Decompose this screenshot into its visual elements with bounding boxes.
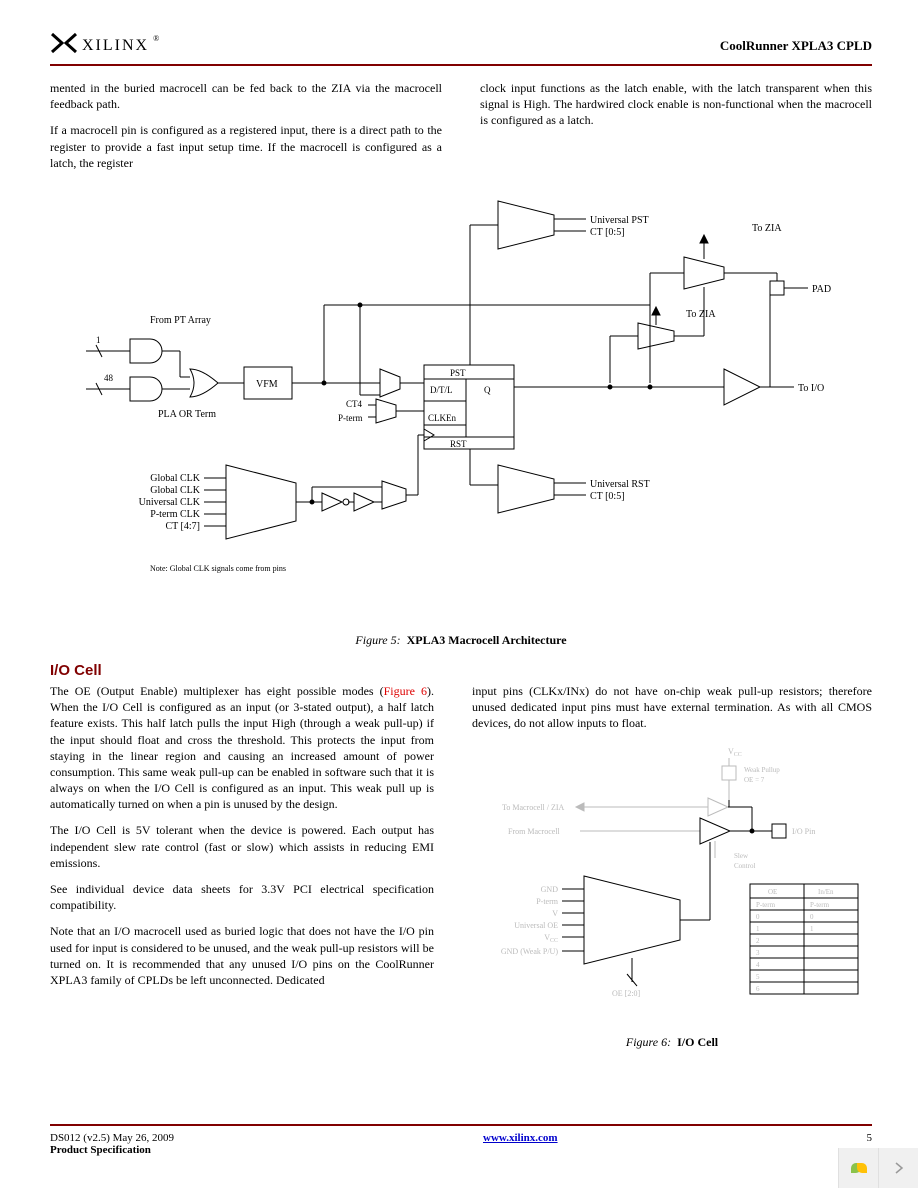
- svg-text:To Macrocell / ZIA: To Macrocell / ZIA: [502, 803, 565, 812]
- footer-docnum: DS012 (v2.5) May 26, 2009: [50, 1132, 174, 1144]
- svg-text:CLKEn: CLKEn: [428, 413, 456, 423]
- svg-text:VCC: VCC: [728, 747, 742, 758]
- svg-text:CT4: CT4: [346, 399, 363, 409]
- fig5-num: Figure 5:: [355, 633, 400, 647]
- next-page-button[interactable]: [878, 1148, 918, 1188]
- footer-left: DS012 (v2.5) May 26, 2009 Product Specif…: [50, 1132, 174, 1156]
- svg-text:2: 2: [756, 937, 760, 945]
- svg-text:1: 1: [96, 335, 101, 345]
- figure-5-svg: From PT Array 1 48 PLA OR Term VFM: [50, 181, 870, 621]
- svg-text:6: 6: [756, 985, 760, 993]
- svg-text:Universal CLK: Universal CLK: [139, 497, 201, 508]
- figure-5: From PT Array 1 48 PLA OR Term VFM: [50, 181, 872, 648]
- io-p1b: ). When the I/O Cell is configured as an…: [50, 684, 434, 811]
- svg-text:Universal RST: Universal RST: [590, 479, 650, 490]
- svg-text:To I/O: To I/O: [798, 383, 824, 394]
- registered-icon: ®: [153, 34, 159, 43]
- figure-6-link[interactable]: Figure 6: [384, 684, 427, 698]
- svg-text:CT [0:5]: CT [0:5]: [590, 491, 625, 502]
- svg-text:PAD: PAD: [812, 284, 831, 295]
- svg-text:OE = 7: OE = 7: [744, 776, 765, 784]
- svg-text:From Macrocell: From Macrocell: [508, 827, 561, 836]
- svg-text:Note: Global CLK signals come: Note: Global CLK signals come from pins: [150, 564, 286, 573]
- logo-x-icon: [50, 32, 78, 60]
- svg-text:GND (Weak P/U): GND (Weak P/U): [501, 947, 558, 956]
- svg-text:Universal PST: Universal PST: [590, 215, 649, 226]
- svg-text:In/En: In/En: [818, 888, 834, 896]
- figure-5-caption: Figure 5: XPLA3 Macrocell Architecture: [50, 633, 872, 648]
- svg-text:Global CLK: Global CLK: [150, 485, 200, 496]
- top-left-p2: If a macrocell pin is configured as a re…: [50, 122, 442, 171]
- svg-text:CT [0:5]: CT [0:5]: [590, 227, 625, 238]
- oe-table: OE In/En P-term P-term 0 0 1 1 2 3 4 5 6: [750, 884, 858, 994]
- svg-text:To ZIA: To ZIA: [686, 309, 716, 320]
- fig6-title: I/O Cell: [677, 1035, 718, 1049]
- svg-text:4: 4: [756, 961, 760, 969]
- svg-text:P-term: P-term: [756, 901, 776, 909]
- io-right-p1: input pins (CLKx/INx) do not have on-chi…: [472, 683, 872, 732]
- svg-text:1: 1: [810, 925, 814, 933]
- svg-text:P-term: P-term: [810, 901, 830, 909]
- svg-text:I/O Pin: I/O Pin: [792, 827, 815, 836]
- svg-text:48: 48: [104, 373, 114, 383]
- footer-link[interactable]: www.xilinx.com: [483, 1132, 558, 1156]
- svg-text:PST: PST: [450, 368, 466, 378]
- page-header: XILINX ® CoolRunner XPLA3 CPLD: [50, 32, 872, 66]
- svg-text:GND: GND: [541, 885, 559, 894]
- svg-text:V: V: [552, 909, 558, 918]
- svg-text:Control: Control: [734, 862, 755, 870]
- top-left-p1: mented in the buried macrocell can be fe…: [50, 80, 442, 112]
- floating-nav: [838, 1148, 918, 1188]
- svg-text:Q: Q: [484, 385, 491, 395]
- svg-text:To ZIA: To ZIA: [752, 223, 782, 234]
- svg-text:1: 1: [756, 925, 760, 933]
- top-right-p1: clock input functions as the latch enabl…: [480, 80, 872, 129]
- svg-text:3: 3: [756, 949, 760, 957]
- svg-text:P-term CLK: P-term CLK: [150, 509, 200, 520]
- chevron-right-icon: [893, 1162, 905, 1174]
- svg-text:CT [4:7]: CT [4:7]: [165, 521, 200, 532]
- figure-6: VCC Weak Pullup OE = 7 To Macrocell / ZI…: [472, 742, 872, 1050]
- svg-text:5: 5: [756, 973, 760, 981]
- figure-6-caption: Figure 6: I/O Cell: [472, 1034, 872, 1050]
- top-text-block: mented in the buried macrocell can be fe…: [50, 80, 872, 181]
- svg-text:From PT Array: From PT Array: [150, 315, 211, 326]
- io-left-p3: See individual device data sheets for 3.…: [50, 881, 434, 913]
- doc-title: CoolRunner XPLA3 CPLD: [720, 38, 872, 54]
- svg-text:Universal OE: Universal OE: [514, 921, 558, 930]
- io-left-p4: Note that an I/O macrocell used as burie…: [50, 923, 434, 988]
- logo-text: XILINX: [82, 37, 149, 55]
- io-p1a: The OE (Output Enable) multiplexer has e…: [50, 684, 384, 698]
- io-left-p2: The I/O Cell is 5V tolerant when the dev…: [50, 822, 434, 871]
- svg-text:0: 0: [810, 913, 814, 921]
- svg-text:VCC: VCC: [544, 933, 558, 944]
- page-footer: DS012 (v2.5) May 26, 2009 Product Specif…: [50, 1124, 872, 1156]
- svg-text:Slew: Slew: [734, 852, 749, 860]
- io-cell-heading: I/O Cell: [50, 662, 872, 679]
- fig5-title: XPLA3 Macrocell Architecture: [407, 633, 567, 647]
- svg-text:OE [2:0]: OE [2:0]: [612, 989, 641, 998]
- svg-text:0: 0: [756, 913, 760, 921]
- io-left-p1: The OE (Output Enable) multiplexer has e…: [50, 683, 434, 813]
- svg-text:VFM: VFM: [256, 379, 278, 390]
- svg-text:P-term: P-term: [536, 897, 559, 906]
- svg-text:Weak Pullup: Weak Pullup: [744, 766, 780, 774]
- svg-text:Global CLK: Global CLK: [150, 473, 200, 484]
- footer-spec: Product Specification: [50, 1144, 151, 1156]
- svg-text:D/T/L: D/T/L: [430, 385, 453, 395]
- io-cell-text: The OE (Output Enable) multiplexer has e…: [50, 683, 872, 1064]
- svg-text:P-term: P-term: [338, 413, 363, 423]
- logo: XILINX ®: [50, 32, 159, 60]
- figure-6-svg: VCC Weak Pullup OE = 7 To Macrocell / ZI…: [472, 742, 872, 1022]
- app-icon[interactable]: [838, 1148, 878, 1188]
- svg-text:OE: OE: [768, 888, 777, 896]
- fig6-num: Figure 6:: [626, 1035, 671, 1049]
- svg-text:RST: RST: [450, 439, 467, 449]
- svg-text:PLA OR Term: PLA OR Term: [158, 409, 216, 420]
